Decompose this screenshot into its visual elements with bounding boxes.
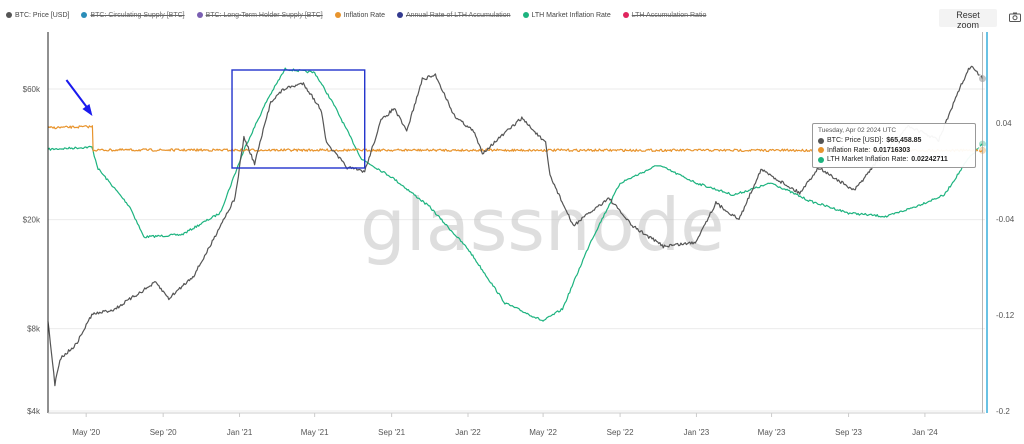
legend-label: Annual Rate of LTH Accumulation: [405, 11, 511, 19]
legend-label: LTH Market Inflation Rate: [531, 11, 611, 19]
legend-label: BTC: Long-Term Holder Supply [BTC]: [205, 11, 323, 19]
tooltip-label-lth: LTH Market Inflation Rate:: [827, 156, 909, 163]
legend-item-3[interactable]: Inflation Rate: [334, 11, 385, 19]
y-right-tick-label: -0.12: [996, 311, 1015, 320]
x-tick-label: Sep '22: [607, 428, 634, 437]
legend-item-6[interactable]: LTH Accumulation Ratio: [622, 11, 707, 19]
legend-dot: [334, 12, 341, 18]
x-tick-label: May '21: [301, 428, 329, 437]
y-right-tick-label: 0.04: [996, 119, 1012, 128]
legend-label: BTC: Price [USD]: [15, 11, 70, 19]
tooltip-value-lth: 0.02242711: [911, 156, 948, 163]
x-tick-label: May '20: [72, 428, 100, 437]
legend-dot: [81, 12, 88, 18]
chart-legend: BTC: Price [USD] BTC: Circulating Supply …: [6, 8, 706, 22]
axes: $60k $20k $8k $4k 0.04 -0.04 -0.12 -0.2 May '20 S…: [23, 32, 1015, 437]
reset-zoom-button[interactable]: Reset zoom: [939, 9, 997, 30]
y-left-tick-label: $60k: [23, 85, 41, 94]
watermark: glassnode: [360, 183, 725, 267]
y-left-tick-label: $20k: [23, 216, 41, 225]
y-right-tick-label: -0.04: [996, 215, 1015, 224]
x-tick-label: Jan '21: [227, 428, 253, 437]
hover-tooltip: Tuesday, Apr 02 2024 UTC BTC: Price [USD…: [812, 123, 976, 168]
tooltip-dot-price: [818, 137, 824, 144]
y-left-tick-label: $4k: [27, 407, 41, 416]
y-right-tick-label: -0.2: [996, 407, 1010, 416]
legend-dot: [622, 12, 629, 18]
tooltip-label-price: BTC: Price [USD]:: [827, 137, 884, 144]
tooltip-dot-inflation: [818, 147, 824, 154]
legend-item-4[interactable]: Annual Rate of LTH Accumulation: [396, 11, 511, 19]
legend-label: Inflation Rate: [343, 11, 385, 19]
legend-dot: [196, 12, 203, 18]
legend-label: BTC: Circulating Supply [BTC]: [90, 11, 185, 19]
tooltip-dot-lth: [818, 156, 824, 163]
series-line-0: [47, 65, 984, 387]
x-tick-label: Jan '24: [912, 428, 938, 437]
tooltip-row-lth: LTH Market Inflation Rate: 0.02242711: [818, 155, 970, 165]
series-line-2: [47, 67, 983, 322]
tooltip-row-inflation: Inflation Rate: 0.01716303: [818, 146, 970, 156]
x-tick-label: May '23: [758, 428, 786, 437]
x-tick-label: Jan '22: [455, 428, 481, 437]
tooltip-row-price: BTC: Price [USD]: $65,458.85: [818, 136, 970, 146]
legend-dot: [522, 12, 529, 18]
x-tick-label: Sep '20: [150, 428, 177, 437]
grid-lines: [48, 88, 985, 412]
legend-item-0[interactable]: BTC: Price [USD]: [6, 12, 69, 19]
annotation-arrow-head: [82, 104, 93, 116]
legend-item-2[interactable]: BTC: Long-Term Holder Supply [BTC]: [196, 11, 323, 19]
tooltip-label-inflation: Inflation Rate:: [827, 146, 871, 154]
tooltip-value-inflation: 0.01716303: [873, 146, 911, 154]
camera-icon[interactable]: [1009, 12, 1021, 22]
y-left-tick-label: $8k: [27, 325, 41, 334]
annotation-layer: [65, 69, 366, 169]
tooltip-title: Tuesday, Apr 02 2024 UTC: [818, 127, 897, 134]
x-tick-label: Sep '23: [835, 428, 862, 437]
annotation-box: [231, 69, 366, 169]
legend-item-5[interactable]: LTH Market Inflation Rate: [522, 11, 611, 19]
legend-item-1[interactable]: BTC: Circulating Supply [BTC]: [81, 11, 185, 19]
x-tick-label: Sep '21: [378, 428, 405, 437]
x-tick-label: May '22: [529, 428, 557, 437]
x-tick-label: Jan '23: [684, 428, 710, 437]
legend-dot: [6, 12, 12, 18]
legend-label: LTH Accumulation Ratio: [631, 11, 707, 19]
legend-dot: [396, 12, 403, 18]
tooltip-value-price: $65,458.85: [886, 137, 922, 144]
